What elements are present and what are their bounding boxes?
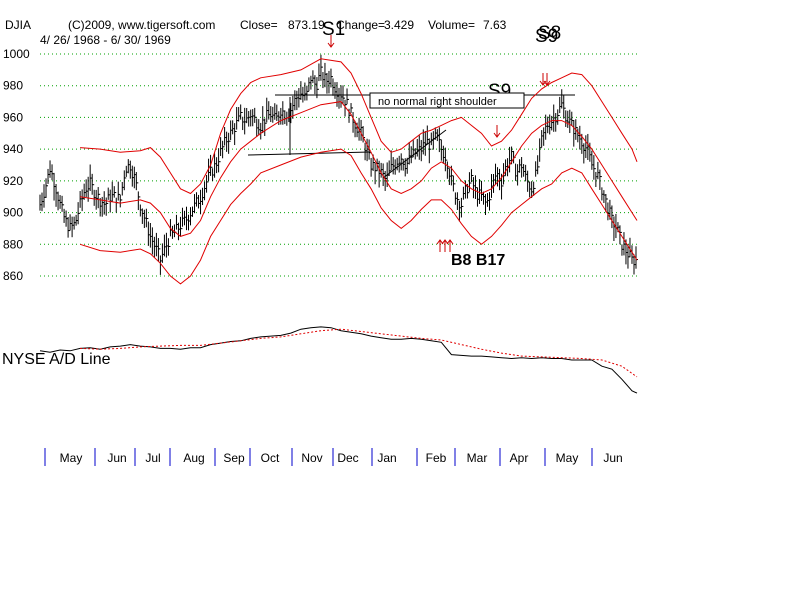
header-copyright: (C)2009, www.tigersoft.com [68, 18, 215, 32]
month-axis: May Jun Jul Aug Sep Oct Nov Dec Jan Feb Mar Apr May J… [44, 448, 623, 466]
month-label-9: Feb [426, 451, 447, 465]
signal-s8-top-label: S8 [538, 23, 561, 44]
y-tick-label-880: 880 [3, 237, 23, 251]
signal-s9-top-label: S9 [535, 26, 558, 47]
month-label-8: Jan [377, 451, 396, 465]
header-close-value: 873.19 [288, 18, 325, 32]
header-volume-value: 7.63 [483, 18, 507, 32]
neckline-left [247, 151, 371, 156]
y-tick-label-1000: 1000 [3, 47, 30, 61]
y-tick-label-860: 860 [3, 269, 23, 283]
sell-arrow-s1 [327, 35, 335, 48]
month-label-11: Apr [510, 451, 529, 465]
header-close-label: Close= [240, 18, 278, 32]
month-label-10: Mar [467, 451, 488, 465]
signal-arrows [327, 35, 551, 252]
trendline-up [382, 129, 447, 179]
signal-s1-label: S1 [322, 19, 345, 40]
header-symbol: DJIA [5, 18, 31, 32]
bands [79, 58, 638, 285]
header-date-range: 4/ 26/ 1968 - 6/ 30/ 1969 [40, 33, 171, 47]
month-label-4: Sep [223, 451, 245, 465]
signal-b-labels: B8 B17 [451, 252, 505, 269]
month-label-12: May [556, 451, 579, 465]
band-middle [80, 101, 638, 237]
sell-arrow-s9 [543, 73, 551, 86]
month-label-1: Jun [107, 451, 126, 465]
sell-arrow-mid [493, 125, 501, 138]
buy-arrow-2 [441, 239, 449, 252]
band-lower [79, 148, 638, 285]
y-tick-label-940: 940 [3, 142, 23, 156]
shoulder-note-box [369, 92, 525, 109]
ad-line-title: NYSE A/D Line [2, 351, 111, 368]
shoulder-note-text: no normal right shoulder [378, 96, 497, 108]
month-label-3: Aug [183, 451, 204, 465]
month-label-6: Nov [301, 451, 322, 465]
month-label-7: Dec [337, 451, 358, 465]
ad-line-ma [80, 328, 638, 378]
ad-line [39, 326, 638, 394]
ad-panel [39, 326, 638, 394]
y-tick-label-900: 900 [3, 206, 23, 220]
header-volume-label: Volume= [428, 18, 475, 32]
y-axis: 860 880 900 920 940 960 980 1000 [3, 47, 30, 283]
y-tick-label-920: 920 [3, 174, 23, 188]
month-label-13: Jun [603, 451, 622, 465]
band-upper [80, 58, 638, 195]
month-label-0: May [60, 451, 83, 465]
price-bars [39, 54, 638, 275]
header-change-label: Change= [336, 18, 385, 32]
y-tick-label-980: 980 [3, 79, 23, 93]
buy-arrow-1 [436, 239, 444, 252]
header-change-value: 3.429 [384, 18, 414, 32]
month-label-5: Oct [261, 451, 280, 465]
month-label-2: Jul [145, 451, 160, 465]
buy-arrow-3 [446, 239, 454, 252]
y-tick-label-960: 960 [3, 110, 23, 124]
